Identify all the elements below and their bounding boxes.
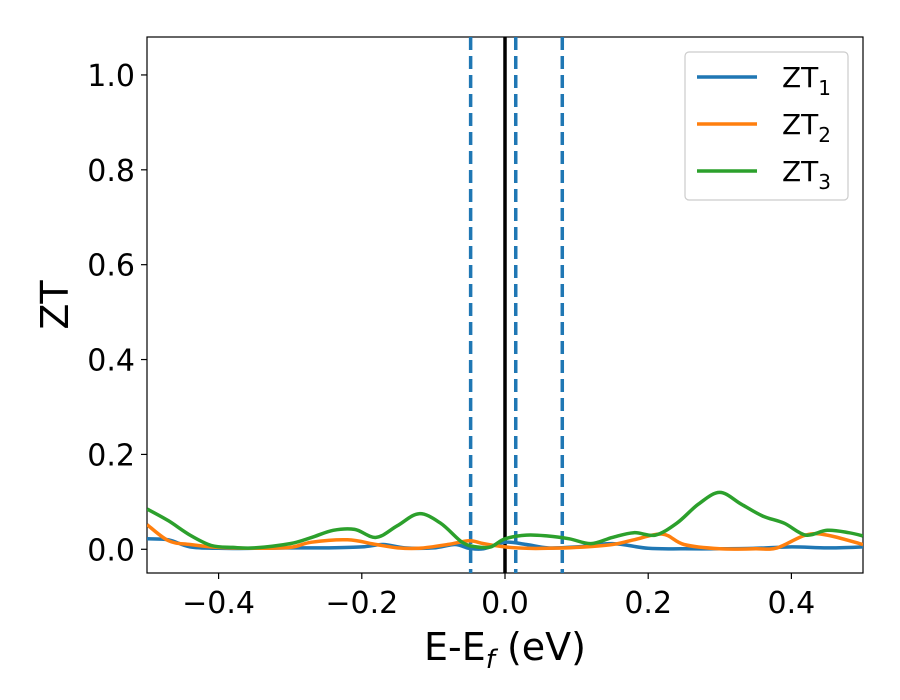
y-tick-label: 0.8 <box>87 154 135 189</box>
series-line-3 <box>147 490 863 550</box>
x-tick-label: −0.4 <box>182 586 255 621</box>
x-axis-label-main: E-E <box>424 625 486 669</box>
legend: ZT1 ZT2 ZT3 <box>684 51 849 201</box>
x-tick-label: 0.4 <box>768 586 816 621</box>
y-tick-label: 0.0 <box>87 533 135 568</box>
legend-label-2: ZT2 <box>782 108 831 147</box>
y-tick-label: 0.6 <box>87 249 135 284</box>
x-ticks: −0.4 −0.2 0.0 0.2 0.4 <box>182 573 815 621</box>
y-ticks: 0.0 0.2 0.4 0.6 0.8 1.0 <box>87 59 147 568</box>
legend-box <box>684 51 849 201</box>
x-axis-label: E-Ef (eV) <box>424 625 586 675</box>
legend-label-1: ZT1 <box>782 61 831 100</box>
y-tick-label: 0.4 <box>87 344 135 379</box>
vertical-lines <box>468 37 565 573</box>
y-tick-label: 1.0 <box>87 59 135 94</box>
x-tick-label: 0.2 <box>624 586 672 621</box>
series-lines <box>147 490 863 552</box>
y-axis-label: ZT <box>33 280 77 330</box>
x-axis-label-unit: (eV) <box>495 625 586 669</box>
y-tick-label: 0.2 <box>87 438 135 473</box>
x-tick-label: 0.0 <box>481 586 529 621</box>
legend-label-3: ZT3 <box>782 155 831 194</box>
x-tick-label: −0.2 <box>325 586 398 621</box>
